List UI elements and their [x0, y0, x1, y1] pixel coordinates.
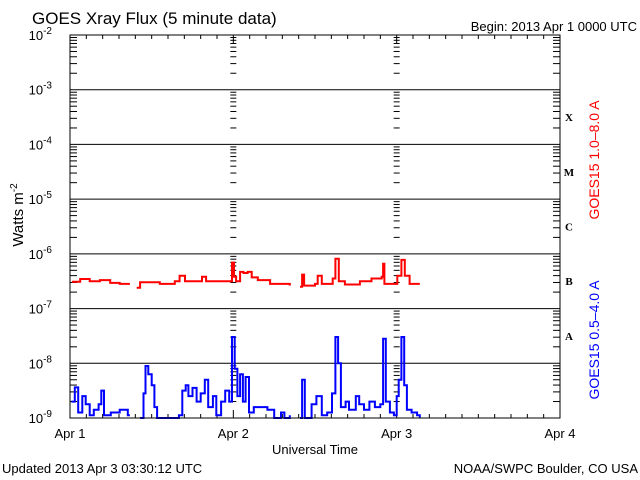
y-tick-base: 10: [29, 302, 43, 317]
y-tick-exp: -6: [43, 245, 52, 256]
y-tick-base: 10: [29, 192, 43, 207]
y-tick-label: 10-2: [29, 26, 53, 43]
ticks: [69, 35, 561, 418]
legend-long-channel: GOES15 1.0–8.0 A: [586, 100, 602, 220]
y-tick-label: 10-3: [29, 81, 53, 98]
y-axis-label-exp: -2: [9, 183, 20, 192]
flare-class-labels: X M C B A: [564, 112, 575, 343]
chart-title: GOES Xray Flux (5 minute data): [32, 9, 277, 28]
y-tick-label: 10-4: [29, 135, 53, 152]
series-short-channel-line: [71, 336, 421, 419]
y-tick-exp: -8: [43, 354, 52, 365]
updated-timestamp: Updated 2013 Apr 3 03:30:12 UTC: [2, 461, 202, 476]
plot-frame: [69, 34, 561, 419]
x-tick-labels: Apr 1 Apr 2 Apr 3 Apr 4: [54, 426, 575, 441]
y-tick-base: 10: [29, 137, 43, 152]
y-tick-label: 10-7: [29, 300, 53, 317]
y-tick-exp: -7: [43, 300, 52, 311]
y-tick-base: 10: [29, 28, 43, 43]
y-tick-label: 10-6: [29, 245, 53, 262]
flare-class-x: X: [565, 112, 573, 124]
x-tick-label: Apr 2: [218, 426, 249, 441]
legend-short-channel: GOES15 0.5–4.0 A: [586, 280, 602, 400]
y-tick-label: 10-9: [29, 409, 53, 426]
grid: [70, 89, 560, 364]
x-axis-label: Universal Time: [272, 442, 358, 457]
flare-class-b: B: [565, 276, 573, 288]
y-tick-exp: -2: [43, 26, 52, 37]
x-tick-label: Apr 1: [54, 426, 85, 441]
flare-class-c: C: [565, 222, 573, 234]
y-axis-label: Watts m-2: [9, 183, 27, 247]
series-long-channel-line: [72, 257, 420, 289]
series-lines: [71, 257, 421, 419]
y-tick-labels: 10-210-310-410-510-610-710-810-9: [29, 26, 53, 426]
y-tick-base: 10: [29, 411, 43, 426]
y-axis-label-text: Watts m: [10, 192, 27, 246]
y-tick-label: 10-8: [29, 354, 53, 371]
begin-label: Begin: 2013 Apr 1 0000 UTC: [471, 19, 637, 34]
flare-class-a: A: [565, 331, 573, 343]
y-tick-label: 10-5: [29, 190, 53, 207]
x-tick-label: Apr 3: [381, 426, 412, 441]
y-tick-base: 10: [29, 83, 43, 98]
y-tick-base: 10: [29, 247, 43, 262]
y-tick-exp: -4: [43, 135, 52, 146]
credit-label: NOAA/SWPC Boulder, CO USA: [454, 461, 639, 476]
y-tick-exp: -5: [43, 190, 52, 201]
x-tick-label: Apr 4: [544, 426, 575, 441]
y-tick-exp: -3: [43, 81, 52, 92]
y-tick-base: 10: [29, 356, 43, 371]
y-tick-exp: -9: [43, 409, 52, 420]
flare-class-m: M: [564, 167, 575, 179]
